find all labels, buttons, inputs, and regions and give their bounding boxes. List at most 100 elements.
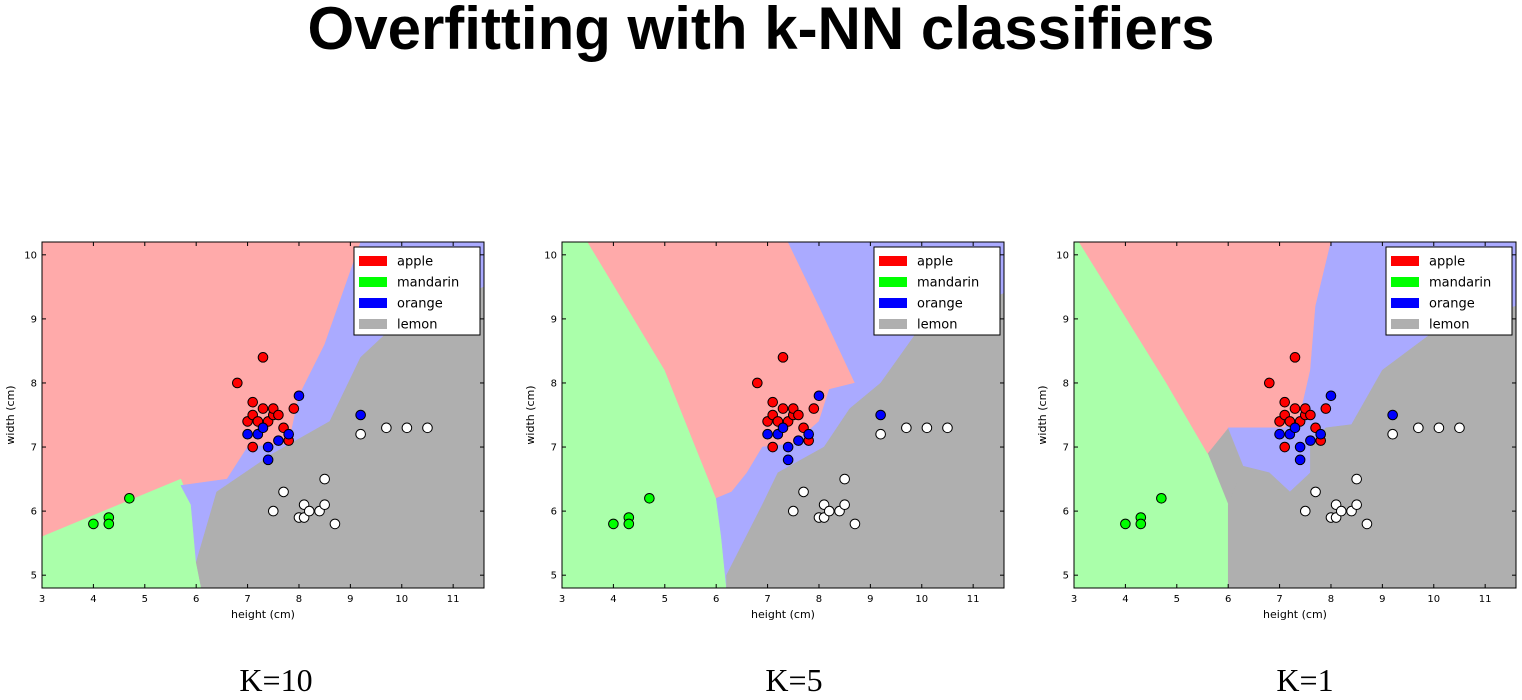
legend-swatch-lemon bbox=[879, 319, 907, 329]
y-axis-label: width (cm) bbox=[4, 385, 17, 444]
y-tick-label: 6 bbox=[551, 507, 557, 518]
point-orange bbox=[782, 441, 794, 453]
point-lemon bbox=[401, 422, 413, 434]
x-axis-label: height (cm) bbox=[751, 608, 815, 621]
legend-label-orange: orange bbox=[917, 297, 963, 312]
point-apple bbox=[257, 403, 269, 414]
point-orange bbox=[242, 428, 253, 440]
point-lemon bbox=[787, 505, 799, 517]
knn-plot-k10: 3 4 5 6 7 8 9 10 11 5 6 7 8 9 10 height (cm) width (cm) a… bbox=[4, 241, 485, 621]
y-axis-label: width (cm) bbox=[524, 385, 537, 444]
x-tick-label: 6 bbox=[713, 594, 719, 605]
legend-label-mandarin: mandarin bbox=[397, 276, 459, 291]
legend-label-orange: orange bbox=[397, 297, 443, 312]
y-tick-label: 5 bbox=[31, 571, 37, 582]
legend-label-orange: orange bbox=[1429, 297, 1475, 312]
legend: apple mandarin orange lemon bbox=[353, 246, 481, 336]
point-lemon bbox=[921, 422, 933, 434]
axes-frame bbox=[41, 241, 485, 589]
x-tick-label: 7 bbox=[764, 594, 770, 605]
x-tick-label: 5 bbox=[142, 594, 148, 605]
point-apple bbox=[777, 352, 789, 363]
x-tick-label: 10 bbox=[1427, 594, 1440, 605]
point-lemon bbox=[1361, 518, 1373, 530]
point-mandarin bbox=[88, 518, 99, 530]
legend-label-apple: apple bbox=[917, 255, 953, 270]
point-lemon bbox=[422, 422, 433, 434]
x-tick-label: 11 bbox=[447, 594, 460, 605]
point-lemon bbox=[303, 505, 315, 517]
y-tick-label: 6 bbox=[1063, 507, 1069, 518]
y-tick-label: 9 bbox=[551, 314, 557, 325]
point-lemon bbox=[1387, 428, 1398, 440]
legend-swatch-lemon bbox=[359, 319, 387, 329]
point-orange bbox=[1387, 409, 1398, 421]
point-lemon bbox=[823, 505, 835, 517]
y-tick-label: 6 bbox=[31, 507, 37, 518]
y-tick-label: 9 bbox=[31, 314, 37, 325]
point-orange bbox=[1274, 428, 1285, 440]
point-mandarin bbox=[644, 492, 655, 504]
point-apple bbox=[777, 403, 789, 414]
point-mandarin bbox=[1135, 518, 1147, 530]
point-lemon bbox=[1454, 422, 1465, 434]
y-tick-label: 8 bbox=[1063, 378, 1069, 389]
y-tick-label: 8 bbox=[551, 378, 557, 389]
point-lemon bbox=[875, 428, 886, 440]
point-orange bbox=[803, 428, 814, 440]
caption-k1: K=1 bbox=[1276, 662, 1334, 698]
caption-k5: K=5 bbox=[765, 662, 823, 698]
x-tick-label: 5 bbox=[662, 594, 668, 605]
point-apple bbox=[1279, 396, 1291, 408]
legend-swatch-apple bbox=[879, 256, 907, 266]
x-tick-label: 3 bbox=[559, 594, 565, 605]
page-title: Overfitting with k-NN classifiers bbox=[307, 0, 1215, 62]
point-orange bbox=[283, 428, 294, 440]
point-mandarin bbox=[1156, 492, 1167, 504]
point-lemon bbox=[319, 473, 330, 485]
point-mandarin bbox=[103, 518, 115, 530]
x-axis-label: height (cm) bbox=[1263, 608, 1327, 621]
legend: apple mandarin orange lemon bbox=[873, 246, 1001, 336]
legend-swatch-lemon bbox=[1391, 319, 1419, 329]
knn-plot-k1: 3 4 5 6 7 8 9 10 11 5 6 7 8 9 10 height (cm) width (cm) a… bbox=[1036, 241, 1517, 621]
point-lemon bbox=[1433, 422, 1445, 434]
axes-frame bbox=[561, 241, 1005, 589]
point-orange bbox=[355, 409, 366, 421]
point-orange bbox=[1294, 454, 1306, 466]
legend-swatch-mandarin bbox=[359, 277, 387, 287]
point-mandarin bbox=[623, 518, 635, 530]
legend-label-mandarin: mandarin bbox=[917, 276, 979, 291]
legend-swatch-orange bbox=[359, 298, 387, 308]
point-apple bbox=[808, 403, 820, 414]
x-tick-label: 4 bbox=[610, 594, 616, 605]
point-apple bbox=[1289, 352, 1301, 363]
y-tick-label: 10 bbox=[24, 250, 37, 261]
x-tick-label: 4 bbox=[1122, 594, 1128, 605]
point-orange bbox=[1294, 441, 1306, 453]
point-apple bbox=[1289, 403, 1301, 414]
x-tick-label: 8 bbox=[816, 594, 822, 605]
legend: apple mandarin orange lemon bbox=[1385, 246, 1513, 336]
point-lemon bbox=[1351, 499, 1362, 511]
x-tick-label: 9 bbox=[867, 594, 873, 605]
point-orange bbox=[813, 390, 825, 402]
x-tick-label: 8 bbox=[296, 594, 302, 605]
x-tick-label: 7 bbox=[1276, 594, 1282, 605]
x-tick-label: 8 bbox=[1328, 594, 1334, 605]
y-tick-label: 5 bbox=[551, 571, 557, 582]
point-mandarin bbox=[608, 518, 619, 530]
x-tick-label: 7 bbox=[244, 594, 250, 605]
point-orange bbox=[293, 390, 305, 402]
point-orange bbox=[777, 422, 789, 434]
point-lemon bbox=[839, 499, 850, 511]
legend-swatch-orange bbox=[1391, 298, 1419, 308]
point-apple bbox=[273, 409, 284, 421]
point-orange bbox=[273, 435, 284, 446]
y-axis-label: width (cm) bbox=[1036, 385, 1049, 444]
x-tick-label: 9 bbox=[1379, 594, 1385, 605]
point-apple bbox=[1305, 409, 1316, 421]
point-lemon bbox=[1351, 473, 1362, 485]
y-tick-label: 9 bbox=[1063, 314, 1069, 325]
point-lemon bbox=[329, 518, 341, 530]
